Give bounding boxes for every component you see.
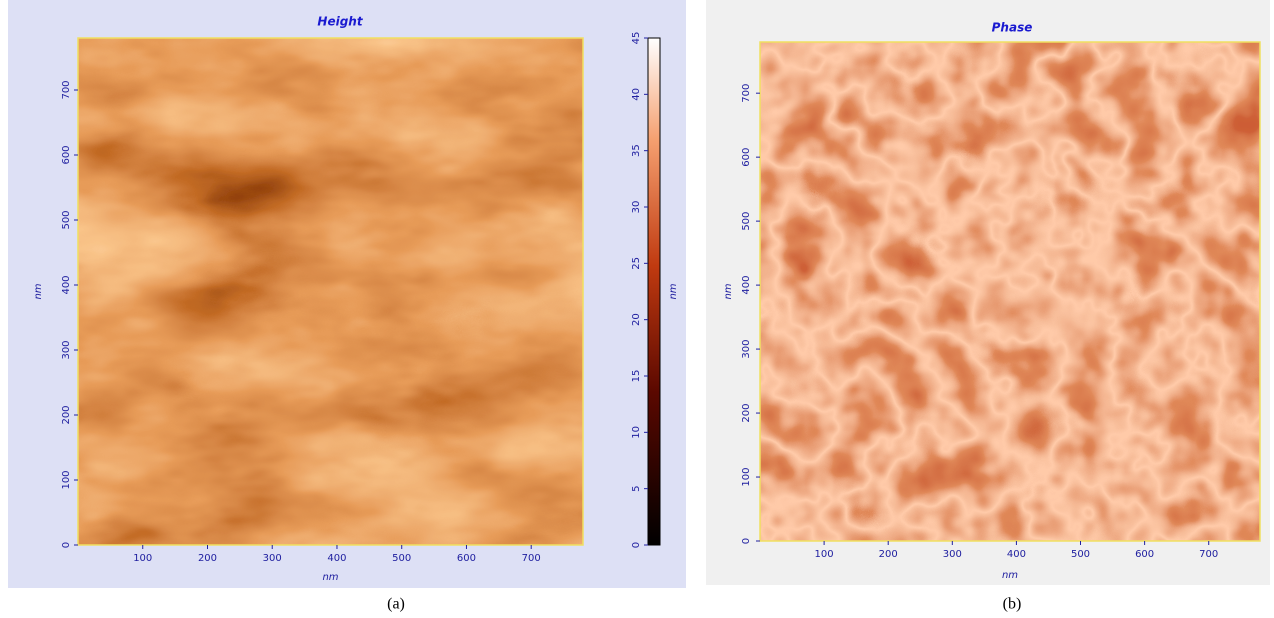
y-tick-label: 100 — [741, 467, 752, 486]
colorbar-tick-label: 25 — [631, 257, 642, 270]
y-tick-label: 200 — [61, 405, 72, 424]
caption: (a) — [387, 596, 405, 613]
y-tick-label: 300 — [61, 340, 72, 359]
y-tick-label: 200 — [741, 404, 752, 423]
x-tick-label: 400 — [1007, 549, 1026, 560]
colorbar-tick-label: 5 — [631, 485, 642, 491]
x-tick-label: 500 — [1071, 549, 1090, 560]
y-tick-label: 500 — [61, 210, 72, 229]
y-tick-label: 700 — [61, 80, 72, 99]
x-tick-label: 700 — [522, 553, 541, 564]
colorbar-tick-label: 20 — [631, 313, 642, 326]
y-tick-label: 0 — [61, 542, 72, 548]
x-tick-label: 200 — [879, 549, 898, 560]
x-tick-label: 600 — [457, 553, 476, 564]
panel-title: Height — [317, 15, 363, 29]
x-tick-label: 300 — [263, 553, 282, 564]
colorbar-tick-label: 0 — [631, 542, 642, 548]
x-tick-label: 700 — [1199, 549, 1218, 560]
image-frame — [759, 41, 1261, 542]
colorbar-tick-label: 45 — [631, 32, 642, 45]
y-tick-label: 0 — [741, 538, 752, 544]
y-axis-label: nm — [723, 283, 734, 299]
x-tick-label: 100 — [815, 549, 834, 560]
x-axis-label: nm — [1002, 570, 1018, 581]
x-tick-label: 100 — [133, 553, 152, 564]
x-tick-label: 200 — [198, 553, 217, 564]
y-tick-label: 400 — [741, 276, 752, 295]
colorbar-tick-label: 35 — [631, 144, 642, 157]
colorbar-tick-label: 15 — [631, 370, 642, 383]
x-tick-label: 300 — [943, 549, 962, 560]
x-tick-label: 400 — [327, 553, 346, 564]
phase-image — [760, 42, 1260, 541]
colorbar-label: nm — [668, 283, 679, 299]
image-frame — [77, 37, 584, 546]
colorbar-tick-label: 30 — [631, 201, 642, 214]
y-tick-label: 400 — [61, 275, 72, 294]
y-tick-label: 100 — [61, 470, 72, 489]
y-axis-label: nm — [33, 283, 44, 299]
caption: (b) — [1003, 596, 1022, 613]
y-tick-label: 500 — [741, 212, 752, 231]
colorbar-tick-label: 40 — [631, 88, 642, 101]
y-tick-label: 600 — [61, 145, 72, 164]
panel-title: Phase — [992, 21, 1033, 35]
y-tick-label: 300 — [741, 340, 752, 359]
y-tick-label: 700 — [741, 84, 752, 103]
height-image — [78, 38, 583, 545]
y-tick-label: 600 — [741, 148, 752, 167]
x-tick-label: 500 — [392, 553, 411, 564]
colorbar-tick-label: 10 — [631, 426, 642, 439]
x-axis-label: nm — [322, 572, 338, 583]
x-tick-label: 600 — [1135, 549, 1154, 560]
colorbar — [647, 37, 661, 546]
